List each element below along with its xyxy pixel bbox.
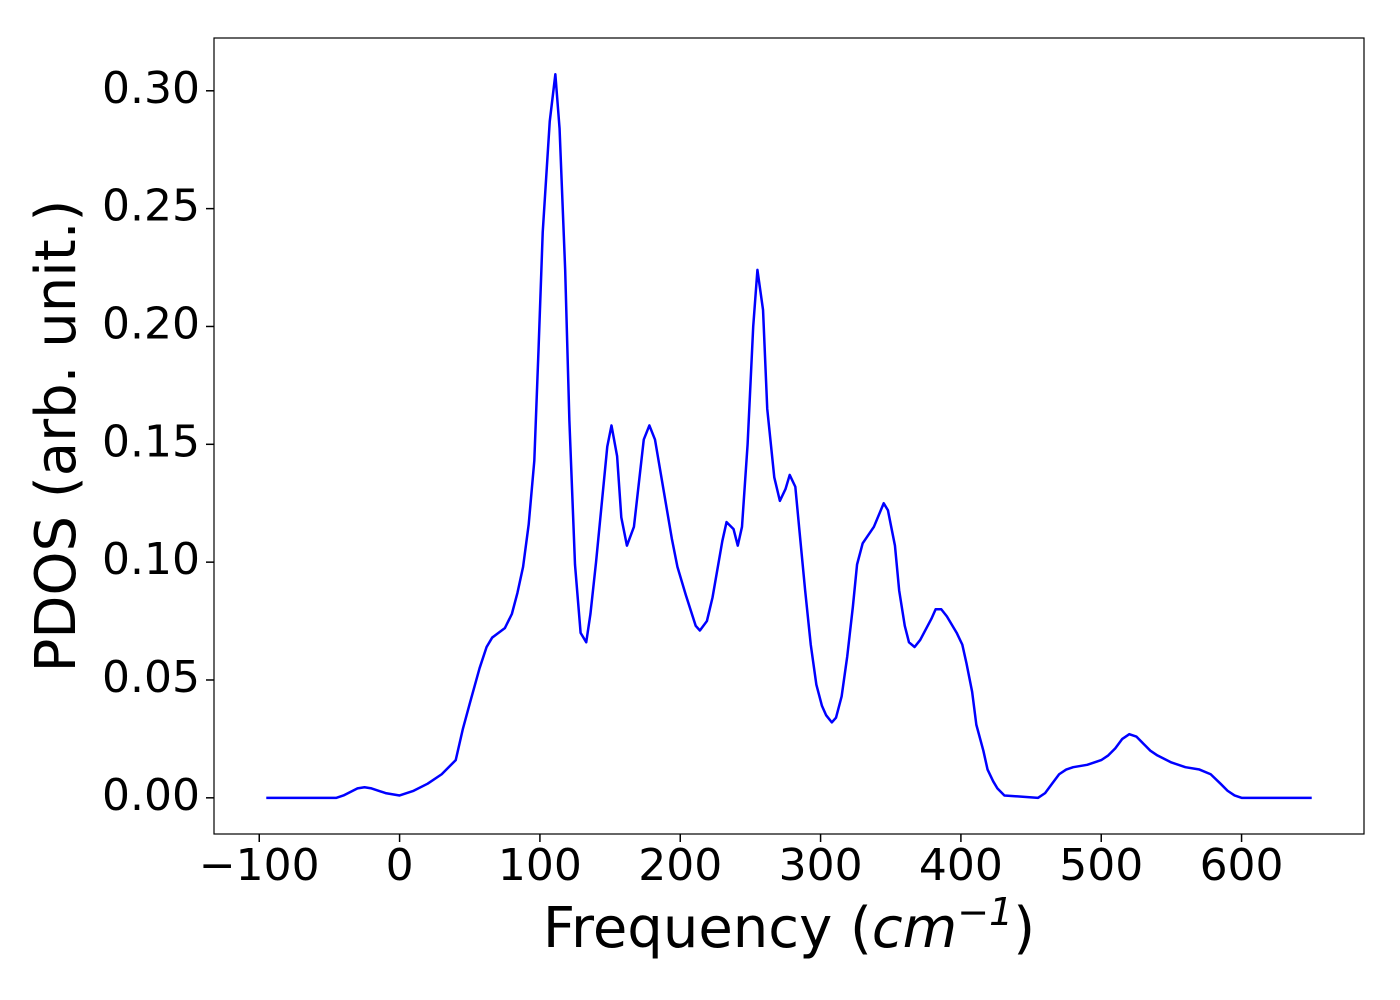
x-label-sup: −1 xyxy=(957,890,1013,934)
x-tick-label: 0 xyxy=(386,840,414,891)
x-tick-label: 100 xyxy=(498,840,582,891)
y-tick-label: 0.05 xyxy=(102,652,200,703)
x-tick-label: 200 xyxy=(638,840,722,891)
x-label-math: cm xyxy=(872,896,957,961)
x-tick-label: 600 xyxy=(1200,840,1284,891)
x-tick-label: 300 xyxy=(779,840,863,891)
y-tick-label: 0.00 xyxy=(102,770,200,821)
y-tick-label: 0.25 xyxy=(102,181,200,232)
x-axis-label: Frequency (cm−1) xyxy=(543,890,1035,962)
x-tick-label: 400 xyxy=(919,840,1003,891)
y-tick-label: 0.30 xyxy=(102,63,200,114)
x-tick-label: 500 xyxy=(1059,840,1143,891)
y-tick-label: 0.20 xyxy=(102,298,200,349)
x-tick-label: −100 xyxy=(199,840,320,891)
data-line xyxy=(266,73,1312,800)
y-axis-label: PDOS (arb. unit.) xyxy=(24,200,89,673)
y-tick-label: 0.10 xyxy=(102,534,200,585)
plot-area xyxy=(214,38,1364,834)
plot-frame xyxy=(213,37,1365,835)
x-label-close: ) xyxy=(1013,896,1035,961)
x-label-text: Frequency ( xyxy=(543,896,872,961)
y-tick-label: 0.15 xyxy=(102,416,200,467)
